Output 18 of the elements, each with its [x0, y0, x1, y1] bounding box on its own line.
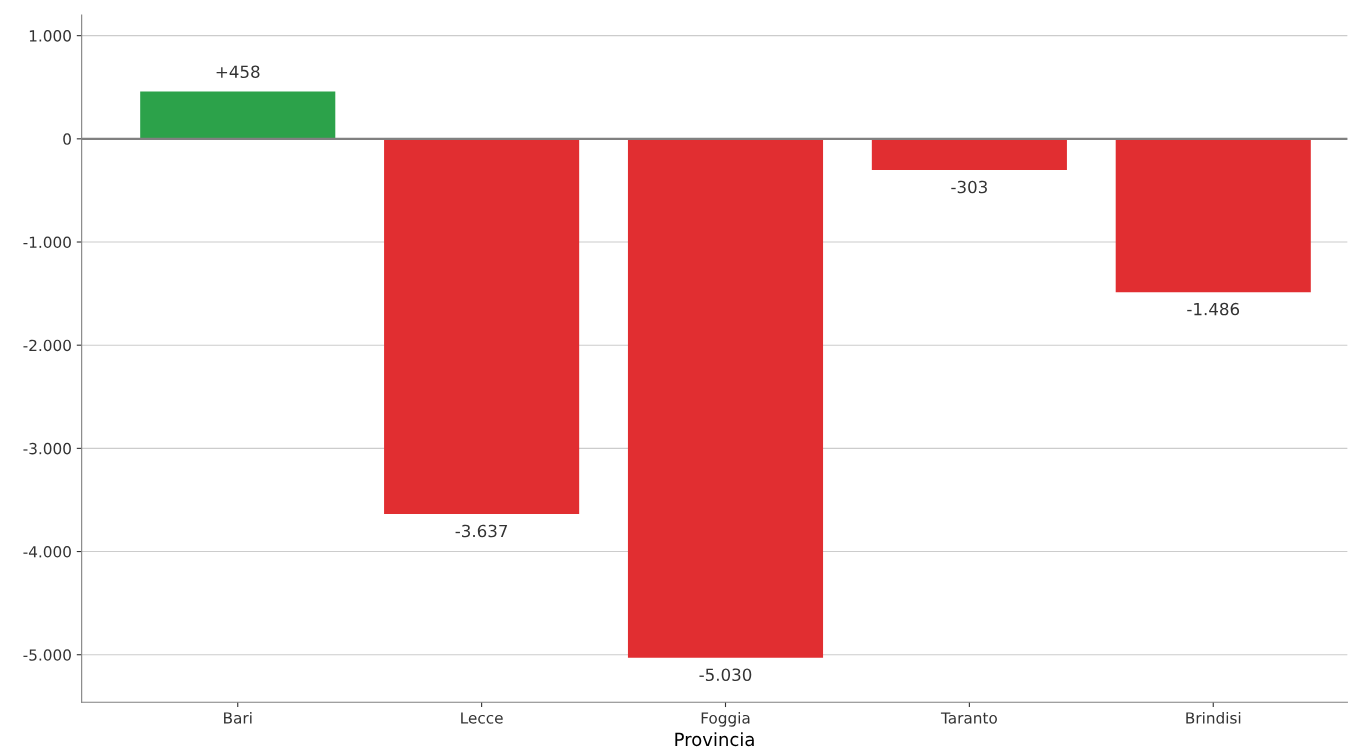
x-tick-label: Lecce	[461, 712, 503, 724]
y-tick-label: 1.000	[29, 30, 71, 42]
x-tick-label: Foggia	[701, 711, 750, 727]
x-tick-label: Taranto	[940, 712, 997, 724]
x-tick-label: Brindisi	[1186, 711, 1241, 724]
y-tick-label: -3.000	[23, 442, 71, 455]
data-label: +458	[216, 65, 260, 79]
data-label: -3.637	[455, 524, 508, 538]
y-tick-label: -1.000	[23, 236, 71, 249]
y-tick-label: -2.000	[23, 339, 71, 352]
x-axis-title: Provincia	[675, 732, 754, 747]
y-tick-label: 0	[63, 133, 71, 145]
data-label: -303	[951, 180, 987, 194]
x-tick-label: Bari	[224, 711, 252, 724]
data-label: -5.030	[699, 668, 752, 682]
y-tick-label: -5.000	[23, 649, 71, 661]
y-tick-label: -4.000	[23, 546, 71, 558]
data-label: -1.486	[1187, 302, 1240, 316]
